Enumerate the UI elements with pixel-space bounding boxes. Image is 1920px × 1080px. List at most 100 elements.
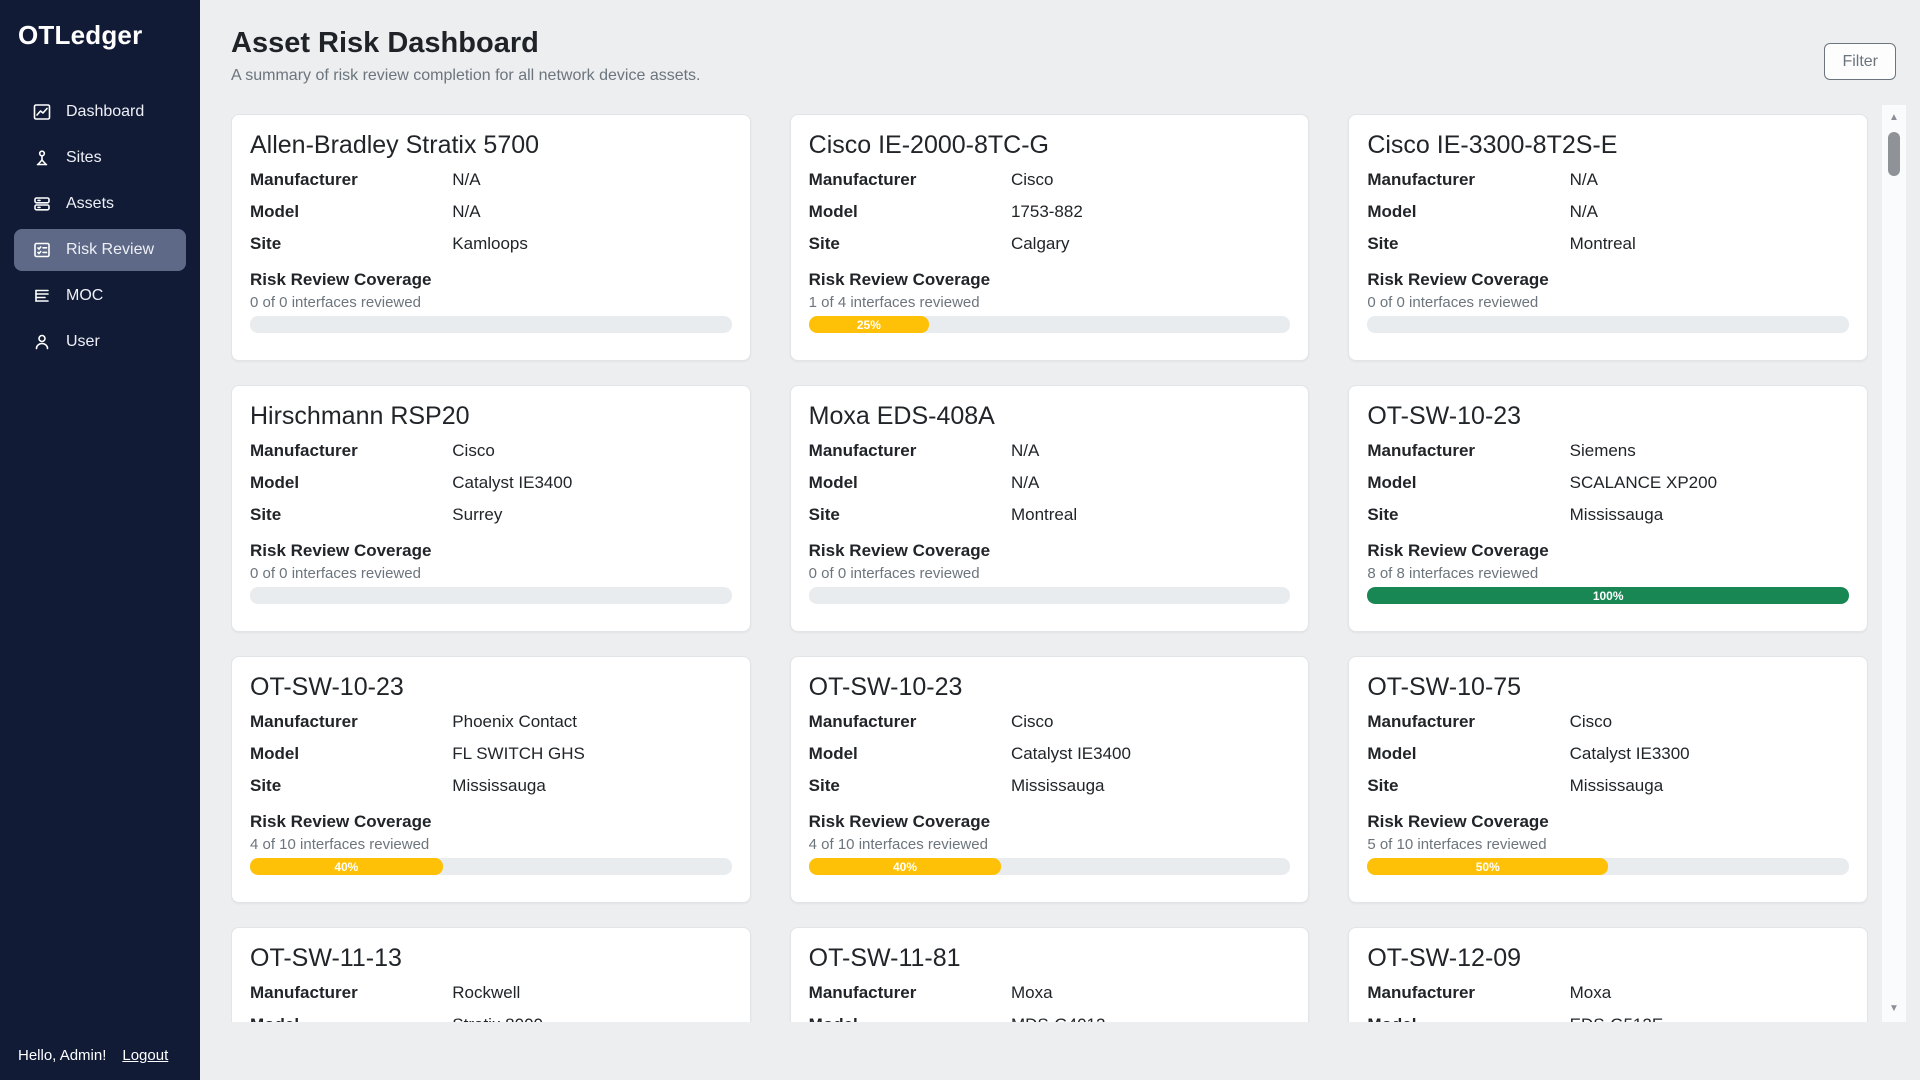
manufacturer-value: N/A xyxy=(1569,170,1598,189)
asset-name: OT-SW-10-23 xyxy=(250,673,404,701)
site-label: Site xyxy=(1367,505,1399,524)
asset-card[interactable]: OT-SW-10-23 Manufacturer Phoenix Contact… xyxy=(231,656,751,903)
asset-name: OT-SW-11-81 xyxy=(808,944,961,972)
model-row: Model Stratix 8000 xyxy=(250,1015,732,1022)
sidebar: OTLedger Dashboard Sites Assets Risk Review… xyxy=(0,0,200,1080)
model-value: SCALANCE XP200 xyxy=(1569,473,1718,492)
coverage-title: Risk Review Coverage xyxy=(250,270,432,289)
asset-card[interactable]: OT-SW-10-23 Manufacturer Siemens Model S… xyxy=(1348,385,1868,632)
coverage-reviewed-text: 0 of 0 interfaces reviewed xyxy=(250,565,421,582)
asset-card[interactable]: OT-SW-10-75 Manufacturer Cisco Model Cat… xyxy=(1348,656,1868,903)
sidebar-item-moc[interactable]: MOC xyxy=(14,275,186,317)
asset-name: Cisco IE-2000-8TC-G xyxy=(808,131,1050,159)
asset-name: Moxa EDS-408A xyxy=(808,402,995,430)
main-content: Asset Risk Dashboard A summary of risk r… xyxy=(200,0,1920,1080)
manufacturer-label: Manufacturer xyxy=(808,712,917,731)
manufacturer-label: Manufacturer xyxy=(250,170,358,189)
chart-line-icon xyxy=(32,102,52,122)
manufacturer-value: Phoenix Contact xyxy=(452,712,578,731)
manufacturer-row: Manufacturer Cisco xyxy=(809,170,1291,190)
asset-name: Allen-Bradley Stratix 5700 xyxy=(250,131,540,159)
asset-name: OT-SW-12-09 xyxy=(1367,944,1522,972)
manufacturer-row: Manufacturer Moxa xyxy=(809,983,1291,1003)
site-label: Site xyxy=(808,776,840,795)
asset-name: Hirschmann RSP20 xyxy=(250,402,470,430)
page-title: Asset Risk Dashboard xyxy=(231,27,539,59)
site-value: Calgary xyxy=(1010,234,1070,253)
scroll-up-arrow-icon[interactable]: ▲ xyxy=(1889,112,1899,123)
coverage-reviewed-text: 5 of 10 interfaces reviewed xyxy=(1367,836,1547,853)
manufacturer-value: N/A xyxy=(1010,441,1040,460)
sidebar-item-label: Sites xyxy=(66,149,102,166)
coverage-reviewed-text: 1 of 4 interfaces reviewed xyxy=(808,294,980,311)
sidebar-item-dashboard[interactable]: Dashboard xyxy=(14,91,186,133)
site-row: Site Mississauga xyxy=(1367,776,1849,796)
sidebar-item-label: Assets xyxy=(66,195,115,212)
model-label: Model xyxy=(250,744,300,763)
coverage-progress-bar: 40% xyxy=(250,858,732,875)
sidebar-item-label: Dashboard xyxy=(66,103,145,120)
model-label: Model xyxy=(1367,473,1417,492)
model-label: Model xyxy=(250,473,300,492)
asset-cards-viewport: Allen-Bradley Stratix 5700 Manufacturer … xyxy=(231,105,1868,1022)
model-value: Catalyst IE3400 xyxy=(452,473,573,492)
site-value: Montreal xyxy=(1010,505,1078,524)
asset-card[interactable]: Allen-Bradley Stratix 5700 Manufacturer … xyxy=(231,114,751,361)
person-icon xyxy=(32,332,52,352)
sidebar-item-risk-review[interactable]: Risk Review xyxy=(14,229,186,271)
vertical-scrollbar[interactable]: ▲ ▼ xyxy=(1882,105,1906,1022)
sidebar-item-label: MOC xyxy=(66,287,104,304)
server-stack-icon xyxy=(32,194,52,214)
model-row: Model N/A xyxy=(1367,202,1849,222)
asset-card[interactable]: Moxa EDS-408A Manufacturer N/A Model N/A… xyxy=(789,385,1310,632)
coverage-title: Risk Review Coverage xyxy=(1367,541,1549,560)
asset-card[interactable]: OT-SW-11-13 Manufacturer Rockwell Model … xyxy=(231,927,751,1022)
coverage-title: Risk Review Coverage xyxy=(808,812,991,831)
manufacturer-row: Manufacturer Cisco xyxy=(1367,712,1849,732)
coverage-reviewed-text: 0 of 0 interfaces reviewed xyxy=(250,294,421,311)
logout-link[interactable]: Logout xyxy=(122,1047,169,1064)
model-value: Catalyst IE3300 xyxy=(1569,744,1690,763)
manufacturer-value: Cisco xyxy=(1569,712,1613,731)
asset-name: OT-SW-10-23 xyxy=(1367,402,1522,430)
sidebar-item-label: User xyxy=(66,333,100,350)
sidebar-item-sites[interactable]: Sites xyxy=(14,137,186,179)
coverage-title: Risk Review Coverage xyxy=(250,541,432,560)
asset-cards-grid: Allen-Bradley Stratix 5700 Manufacturer … xyxy=(231,114,1868,1022)
site-label: Site xyxy=(808,505,840,524)
coverage-title: Risk Review Coverage xyxy=(1367,270,1549,289)
manufacturer-value: Rockwell xyxy=(452,983,521,1002)
filter-button[interactable]: Filter xyxy=(1824,43,1896,80)
coverage-title: Risk Review Coverage xyxy=(808,541,991,560)
site-row: Site Mississauga xyxy=(250,776,732,796)
manufacturer-label: Manufacturer xyxy=(808,441,917,460)
manufacturer-label: Manufacturer xyxy=(250,983,358,1002)
coverage-reviewed-text: 0 of 0 interfaces reviewed xyxy=(1367,294,1539,311)
asset-card[interactable]: Cisco IE-2000-8TC-G Manufacturer Cisco M… xyxy=(789,114,1310,361)
sidebar-item-label: Risk Review xyxy=(66,241,155,258)
asset-card[interactable]: OT-SW-12-09 Manufacturer Moxa Model EDS-… xyxy=(1348,927,1868,1022)
site-row: Site Kamloops xyxy=(250,234,732,254)
asset-card[interactable]: OT-SW-11-81 Manufacturer Moxa Model MDS-… xyxy=(789,927,1310,1022)
asset-card[interactable]: OT-SW-10-23 Manufacturer Cisco Model Cat… xyxy=(789,656,1310,903)
site-label: Site xyxy=(1367,234,1399,253)
coverage-reviewed-text: 4 of 10 interfaces reviewed xyxy=(808,836,988,853)
model-value: FL SWITCH GHS xyxy=(452,744,585,763)
scrollbar-thumb[interactable] xyxy=(1888,132,1900,176)
asset-name: OT-SW-10-23 xyxy=(808,673,963,701)
manufacturer-label: Manufacturer xyxy=(1367,170,1476,189)
manufacturer-value: Cisco xyxy=(452,441,495,460)
sidebar-item-user[interactable]: User xyxy=(14,321,186,363)
model-value: Stratix 8000 xyxy=(452,1015,731,1022)
site-row: Site Calgary xyxy=(809,234,1291,254)
coverage-title: Risk Review Coverage xyxy=(1367,812,1549,831)
sidebar-item-assets[interactable]: Assets xyxy=(14,183,186,225)
site-label: Site xyxy=(250,776,282,795)
scroll-down-arrow-icon[interactable]: ▼ xyxy=(1889,1003,1899,1014)
asset-card[interactable]: Cisco IE-3300-8T2S-E Manufacturer N/A Mo… xyxy=(1348,114,1868,361)
manufacturer-row: Manufacturer Rockwell xyxy=(250,983,732,1003)
coverage-reviewed-text: 0 of 0 interfaces reviewed xyxy=(808,565,980,582)
model-row: Model Catalyst IE3400 xyxy=(250,473,732,493)
manufacturer-label: Manufacturer xyxy=(1367,441,1476,460)
asset-card[interactable]: Hirschmann RSP20 Manufacturer Cisco Mode… xyxy=(231,385,751,632)
